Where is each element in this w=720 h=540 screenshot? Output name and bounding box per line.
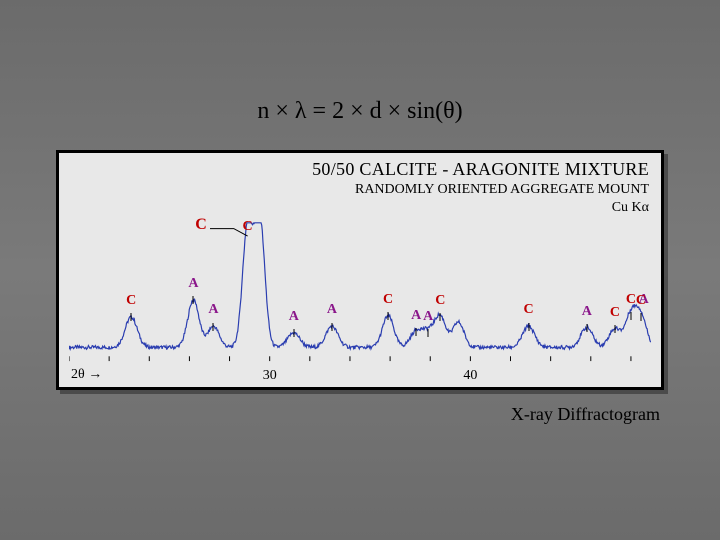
- peak-label-A: A: [188, 276, 198, 292]
- peak-tick: [416, 328, 417, 336]
- diffractogram-chart: 50/50 CALCITE - ARAGONITE MIXTURE RANDOM…: [56, 150, 664, 390]
- peak-label-A: A: [289, 309, 299, 325]
- peak-tick: [131, 313, 132, 321]
- peak-tick: [614, 325, 615, 333]
- peak-label-A: A: [582, 304, 592, 320]
- peak-tick: [388, 312, 389, 320]
- peak-label-A: A: [423, 309, 433, 325]
- peak-label-A: A: [327, 302, 337, 318]
- peak-tick: [428, 329, 429, 337]
- spectrum-svg: [69, 219, 651, 363]
- figure-caption: X-ray Diffractogram: [511, 404, 660, 425]
- peak-label-A: A: [411, 308, 421, 324]
- peak-tick: [440, 313, 441, 321]
- chart-title-line2: RANDOMLY ORIENTED AGGREGATE MOUNT: [312, 182, 649, 198]
- bragg-equation: n × λ = 2 × d × sin(θ): [257, 98, 462, 125]
- peak-tick: [528, 323, 529, 331]
- peak-tick: [193, 296, 194, 304]
- peak-label-C: C: [610, 305, 620, 321]
- peak-tick: [331, 323, 332, 331]
- peak-label-main-C: C: [195, 216, 207, 234]
- peak-tick: [213, 323, 214, 331]
- xaxis-tick-label: 40: [463, 368, 477, 384]
- peak-label-A: A: [208, 302, 218, 318]
- xaxis-tick-label: 30: [263, 368, 277, 384]
- peak-label-C: C: [626, 292, 636, 308]
- peak-label-C: C: [435, 293, 445, 309]
- chart-title-line1: 50/50 CALCITE - ARAGONITE MIXTURE: [312, 159, 649, 180]
- chart-title-line3: Cu Kα: [312, 200, 649, 216]
- spectrum-plot: CAACAACAACCACCACC: [69, 219, 651, 363]
- chart-title: 50/50 CALCITE - ARAGONITE MIXTURE RANDOM…: [312, 159, 649, 216]
- peak-tick: [640, 313, 641, 321]
- peak-tick: [630, 312, 631, 320]
- peak-label-C: C: [126, 293, 136, 309]
- peak-tick: [293, 329, 294, 337]
- peak-label-C: C: [636, 293, 646, 309]
- peak-label-C: C: [243, 219, 253, 235]
- peak-label-C: C: [524, 302, 534, 318]
- peak-label-C: C: [383, 292, 393, 308]
- xaxis-label-2theta: 2θ →: [71, 367, 102, 383]
- peak-tick: [586, 324, 587, 332]
